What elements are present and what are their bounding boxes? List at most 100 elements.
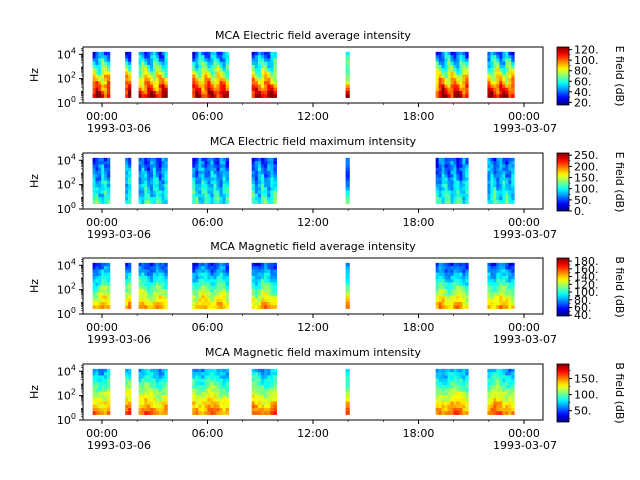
heatmap-cell [219,55,223,59]
heatmap-cell [465,398,469,402]
heatmap-cell [95,74,99,79]
heatmap-cell [204,272,208,277]
heatmap-cell [201,164,205,169]
heatmap-cell [104,388,108,393]
heatmap-cell [104,394,108,399]
heatmap-cell [201,372,205,376]
heatmap-cell [152,64,157,69]
heatmap-cell [459,190,463,195]
heatmap-cell [192,404,196,409]
heatmap-cell [267,368,271,373]
heatmap-cell [465,394,469,399]
heatmap-cell [493,71,497,76]
heatmap-cell [141,193,145,198]
heatmap-cell [273,401,277,406]
heatmap-cell [462,381,466,386]
x-date-label: 1993-03-07 [493,228,557,241]
heatmap-cell [161,388,165,393]
heatmap-cell [164,298,168,303]
heatmap-cell [270,174,274,178]
heatmap-cell [496,292,500,296]
heatmap-cell [251,404,256,409]
heatmap-cell [511,408,515,412]
heatmap-cell [158,71,162,76]
heatmap-cell [128,167,132,172]
heatmap-cell [147,51,151,56]
heatmap-cell [95,385,99,389]
heatmap-cell [456,174,460,178]
heatmap-cell [216,272,220,277]
heatmap-cell [496,404,500,409]
heatmap-cell [161,411,165,415]
heatmap-cell [511,91,515,95]
heatmap-cell [261,398,265,402]
heatmap-cell [138,64,142,69]
heatmap-cell [225,58,230,63]
heatmap-cell [251,288,256,293]
heatmap-cell [152,68,157,72]
heatmap-cell [450,262,454,267]
heatmap-cell [213,71,217,76]
heatmap-cell [155,74,160,79]
heatmap-cell [257,394,262,399]
heatmap-cell [141,375,145,380]
heatmap-cell [164,282,168,287]
heatmap-cell [444,174,448,178]
heatmap-cell [459,74,463,79]
heatmap-cell [257,58,262,63]
heatmap-cell [141,190,145,195]
heatmap-cell [251,167,256,172]
heatmap-cell [201,180,205,185]
heatmap-cell [150,87,154,92]
heatmap-cell [444,368,448,373]
heatmap-cell [450,174,454,178]
heatmap-cell [450,55,454,59]
heatmap-cell [106,91,111,95]
heatmap-cell [456,77,460,82]
heatmap-cell [210,279,214,283]
heatmap-cell [104,187,108,191]
heatmap-cell [441,180,445,185]
heatmap-cell [125,394,129,399]
heatmap-cell [264,388,268,393]
heatmap-cell [251,164,256,169]
heatmap-cell [95,302,99,306]
heatmap-cell [92,193,96,198]
heatmap-cell [101,190,105,195]
heatmap-cell [490,164,494,169]
heatmap-cell [502,61,506,66]
heatmap-cell [101,282,105,287]
heatmap-cell [502,266,506,270]
heatmap-cell [487,174,491,178]
heatmap-cell [92,388,96,393]
heatmap-cell [92,269,96,274]
heatmap-cell [138,401,142,406]
heatmap-cell [213,170,217,175]
heatmap-cell [273,177,277,182]
heatmap-cell [438,180,442,185]
heatmap-cell [204,61,208,66]
heatmap-cell [450,401,454,406]
heatmap-cell [438,157,442,162]
heatmap-cell [465,84,469,89]
heatmap-cell [447,174,451,178]
heatmap-cell [261,266,265,270]
heatmap-cell [465,81,469,85]
heatmap-cell [505,170,509,175]
x-date-label: 1993-03-06 [87,228,151,241]
heatmap-cell [345,200,350,204]
colorbar-tick-label: 80. [574,294,592,307]
heatmap-cell [456,193,460,198]
heatmap-cell [155,295,160,300]
heatmap-cell [204,295,208,300]
heatmap-cell [267,187,271,191]
heatmap-cell [219,51,223,56]
heatmap-cell [92,292,96,296]
heatmap-cell [264,272,268,277]
heatmap-cell [270,298,274,303]
heatmap-cell [195,408,199,412]
heatmap-cell [213,200,217,204]
heatmap-cell [462,401,466,406]
heatmap-cell [201,391,205,396]
heatmap-cell [150,51,154,56]
